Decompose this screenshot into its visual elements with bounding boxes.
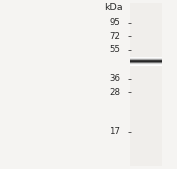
Text: 95: 95 [110, 18, 120, 27]
Bar [130, 3, 162, 166]
Text: 17: 17 [109, 127, 120, 136]
Text: kDa: kDa [104, 3, 123, 12]
Text: 55: 55 [109, 45, 120, 54]
Text: 72: 72 [109, 32, 120, 41]
Text: 28: 28 [109, 88, 120, 97]
Text: 36: 36 [109, 74, 120, 83]
